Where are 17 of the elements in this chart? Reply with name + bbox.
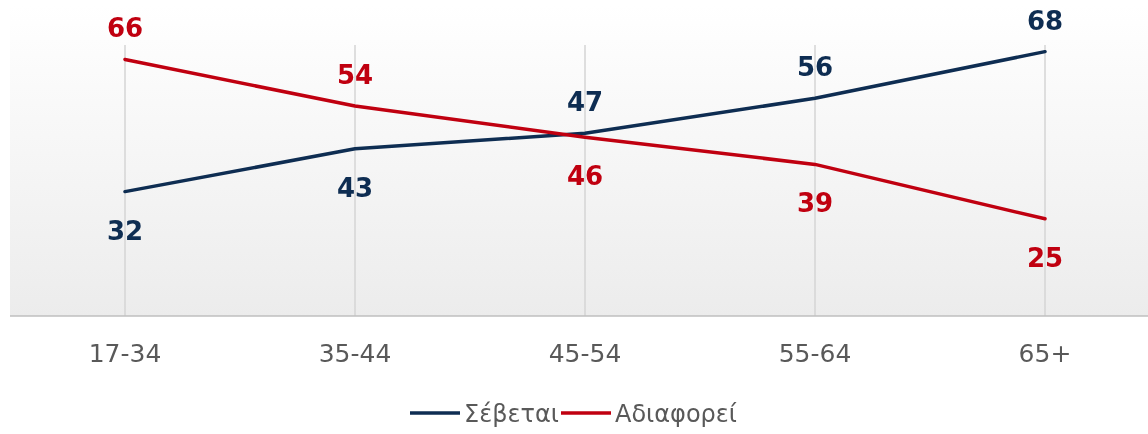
data-label: 47	[566, 87, 604, 118]
legend-label: Αδιαφορεί	[615, 400, 737, 428]
data-label: 39	[796, 188, 834, 219]
data-label: 32	[106, 215, 144, 246]
data-label: 54	[336, 60, 374, 91]
data-label: 43	[336, 172, 374, 203]
x-tick-label: 65+	[1018, 339, 1072, 368]
data-label: 56	[796, 52, 834, 83]
data-label: 66	[106, 13, 144, 44]
legend-label: Σέβεται	[464, 400, 559, 428]
data-label: 25	[1026, 242, 1064, 273]
x-tick-label: 45-54	[548, 339, 622, 368]
data-label: 68	[1026, 5, 1064, 36]
x-tick-label: 17-34	[88, 339, 162, 368]
x-tick-label: 55-64	[778, 339, 852, 368]
data-label: 46	[566, 161, 604, 192]
x-tick-label: 35-44	[318, 339, 392, 368]
